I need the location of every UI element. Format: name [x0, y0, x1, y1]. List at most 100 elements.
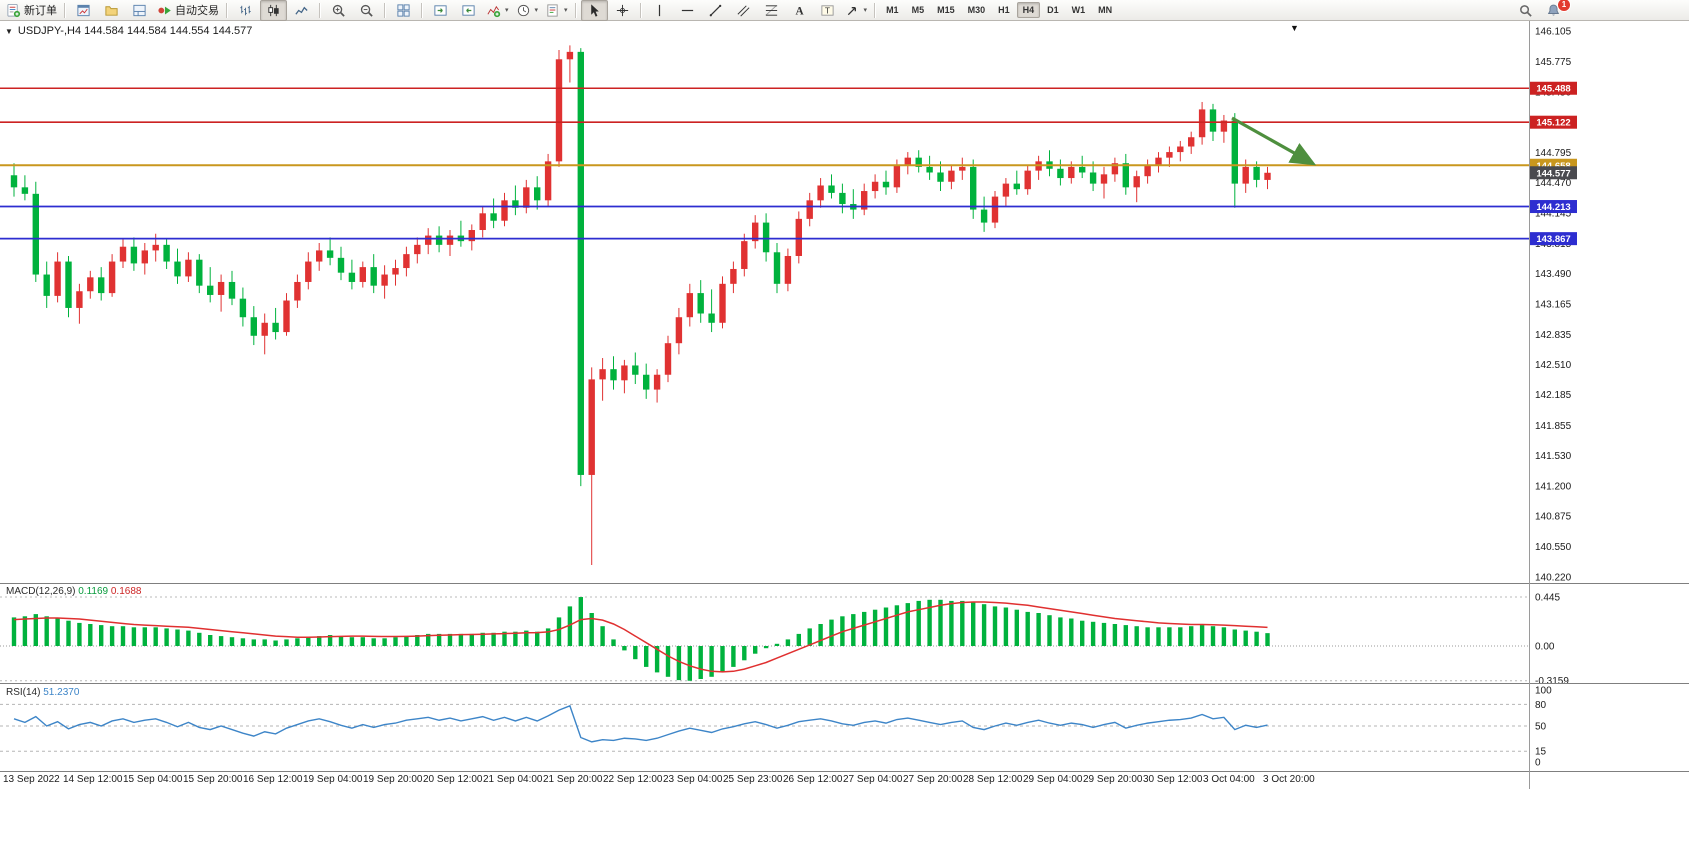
cursor-icon	[587, 3, 602, 18]
time-label: 26 Sep 12:00	[783, 774, 843, 785]
templates-button[interactable]: ▾	[542, 0, 571, 21]
svg-text:145.488: 145.488	[1536, 84, 1570, 95]
search-button[interactable]	[1512, 0, 1539, 21]
rsi-panel[interactable]: 100 80 50 150	[0, 683, 1689, 771]
candle	[1100, 166, 1108, 199]
rsi-scale[interactable]: 100 80 50 150	[1535, 686, 1552, 769]
time-label: 27 Sep 20:00	[903, 774, 963, 785]
candle	[1155, 152, 1162, 173]
candle	[686, 283, 693, 327]
candle	[632, 352, 639, 385]
svg-text:140.875: 140.875	[1535, 512, 1572, 523]
timeframe-m30-button[interactable]: M30	[967, 5, 986, 15]
timeframe-m1-button[interactable]: M1	[886, 5, 899, 15]
auto-trading-button[interactable]: 自动交易	[154, 0, 222, 21]
candle	[544, 153, 552, 206]
candle	[87, 270, 94, 299]
indicators-list-button[interactable]: ▾	[483, 0, 512, 21]
timeframe-h1-button[interactable]: H1	[998, 5, 1010, 15]
svg-text:144.795: 144.795	[1535, 148, 1572, 159]
candle	[1166, 146, 1173, 167]
timeframe-d1-button[interactable]: D1	[1047, 5, 1059, 15]
candle	[915, 150, 922, 173]
candle	[316, 242, 323, 271]
hline-icon	[680, 3, 695, 18]
svg-text:143.165: 143.165	[1535, 299, 1572, 310]
collapse-triangle-icon[interactable]: ▼	[5, 26, 13, 36]
macd-scale[interactable]: 0.445 0.00 -0.3159	[1535, 593, 1569, 683]
timeframe-mn-button[interactable]: MN	[1098, 5, 1113, 15]
timeframe-m15-button[interactable]: M15	[937, 5, 955, 15]
candle	[959, 157, 966, 180]
time-label: 29 Sep 04:00	[1023, 774, 1083, 785]
candle	[174, 248, 181, 284]
new-chart-button[interactable]	[70, 0, 97, 21]
candle	[272, 307, 279, 340]
candle	[76, 283, 83, 324]
bar-chart-button[interactable]	[232, 0, 259, 21]
macd-panel[interactable]: 0.445 0.00 -0.3159	[0, 583, 1689, 683]
toolbar-separator	[574, 2, 577, 18]
auto-scroll-button[interactable]	[427, 0, 454, 21]
svg-text:15: 15	[1535, 747, 1547, 758]
crosshair-button[interactable]	[609, 0, 636, 21]
candle	[43, 261, 50, 308]
annotation-arrow[interactable]	[1231, 116, 1317, 166]
time-label: 16 Sep 12:00	[243, 774, 303, 785]
candle	[1079, 155, 1086, 179]
svg-text:T: T	[824, 5, 829, 15]
trendline-button[interactable]	[702, 0, 729, 21]
zoom-in-button[interactable]	[325, 0, 352, 21]
notification-badge: 1	[1557, 0, 1571, 12]
tile-windows-button[interactable]	[390, 0, 417, 21]
arrows-button[interactable]: ▾	[842, 0, 871, 21]
candle	[283, 293, 290, 336]
svg-text:145.775: 145.775	[1535, 57, 1572, 68]
chart-shift-marker-icon: ▼	[1290, 23, 1299, 33]
timeframe-h4-button[interactable]: H4	[1016, 2, 1041, 18]
text-label-button[interactable]: T	[814, 0, 841, 21]
candle	[599, 358, 606, 401]
svg-text:146.105: 146.105	[1535, 27, 1572, 38]
candle	[490, 198, 497, 229]
candle	[839, 183, 846, 214]
text-button[interactable]: A	[786, 0, 813, 21]
fibonacci-button[interactable]	[758, 0, 785, 21]
candle	[207, 267, 214, 303]
candle	[948, 165, 955, 190]
svg-text:0.445: 0.445	[1535, 593, 1560, 604]
timeframe-m5-button[interactable]: M5	[911, 5, 925, 15]
profiles-button[interactable]	[98, 0, 125, 21]
price-scale[interactable]: 146.105145.775145.450145.125144.795144.4…	[1535, 27, 1572, 584]
terminal-button[interactable]	[126, 0, 153, 21]
candle	[392, 259, 399, 286]
toolbar: 新订单 自动交易 ▾ ▾ ▾ A T ▾ M1 M5 M15 M30 H1 H4 D1 W1 MN 1	[0, 0, 1689, 21]
toolbar-separator	[639, 2, 642, 18]
vertical-line-button[interactable]	[646, 0, 673, 21]
cursor-button[interactable]	[580, 0, 608, 21]
time-label: 13 Sep 2022	[3, 774, 60, 785]
toolbar-separator	[226, 2, 228, 18]
candle	[937, 161, 944, 192]
time-axis[interactable]: 13 Sep 2022 14 Sep 12:00 15 Sep 04:00 15 Se…	[0, 771, 1689, 789]
line-chart-button[interactable]	[288, 0, 315, 21]
equidistant-channel-button[interactable]	[730, 0, 757, 21]
timeframe-w1-button[interactable]: W1	[1071, 5, 1086, 15]
candle	[403, 246, 410, 277]
zoom-out-button[interactable]	[353, 0, 380, 21]
candle	[523, 179, 530, 214]
notifications-button[interactable]: 1	[1540, 0, 1571, 21]
chart-shift-button[interactable]	[455, 0, 482, 21]
horizontal-line-button[interactable]	[674, 0, 701, 21]
candlestick-chart-button[interactable]	[260, 0, 287, 21]
macd-value-main: 0.1169	[78, 586, 109, 597]
price-tag: 144.213	[1530, 200, 1577, 214]
auto-trading-icon	[157, 3, 172, 18]
new-order-button[interactable]: 新订单	[3, 0, 60, 21]
svg-text:50: 50	[1535, 722, 1547, 733]
vline-icon	[652, 3, 667, 18]
candle	[217, 274, 225, 312]
macd-value-signal: 0.1688	[110, 586, 142, 597]
periods-button[interactable]: ▾	[513, 0, 542, 21]
price-chart[interactable]: 146.105145.775145.450145.125144.795144.4…	[0, 21, 1689, 583]
